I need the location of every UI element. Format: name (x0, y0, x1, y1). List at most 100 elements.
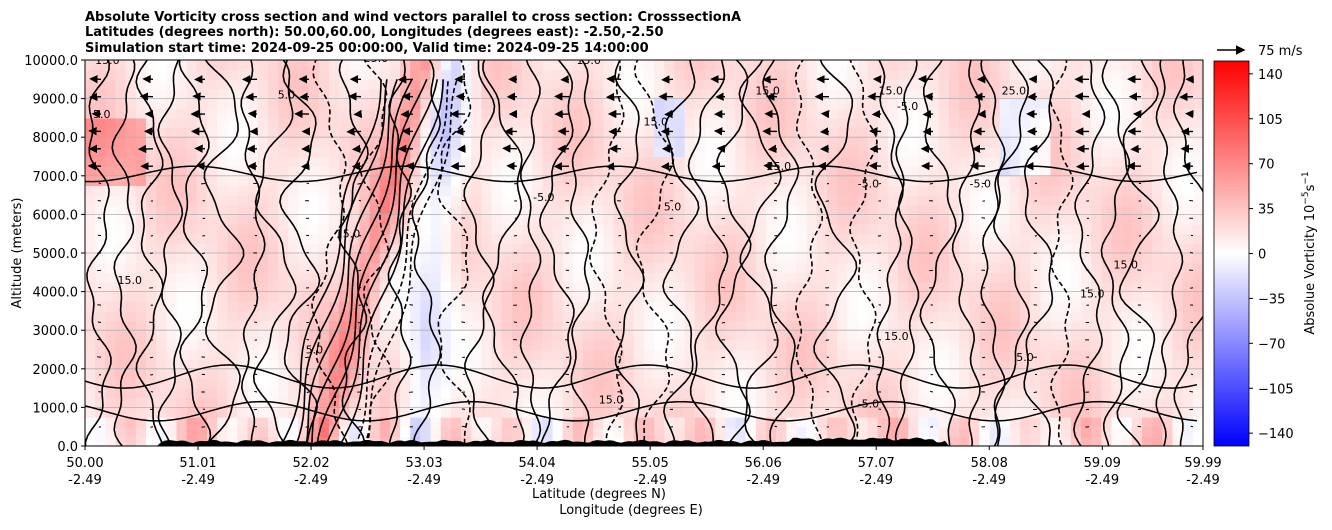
field-cell (278, 378, 289, 388)
field-cell (1051, 147, 1062, 157)
field-cell (197, 79, 208, 89)
field-cell (959, 369, 970, 379)
field-cell (105, 398, 116, 408)
field-cell (471, 89, 482, 99)
field-cell (735, 157, 746, 167)
field-cell (461, 214, 472, 224)
field-cell (796, 214, 807, 224)
field-cell (522, 214, 533, 224)
field-cell (309, 243, 320, 253)
field-cell (664, 407, 675, 417)
field-cell (979, 89, 990, 99)
field-cell (1040, 292, 1051, 302)
field-cell (918, 263, 929, 273)
field-cell (1091, 108, 1102, 118)
field-cell (95, 224, 106, 234)
field-cell (431, 272, 442, 282)
field-cell (227, 195, 238, 205)
field-cell (471, 128, 482, 138)
field-cell (868, 214, 879, 224)
field-cell (492, 311, 503, 321)
field-cell (1132, 79, 1143, 89)
field-cell (542, 359, 553, 369)
field-cell (1000, 292, 1011, 302)
field-cell (441, 214, 452, 224)
field-cell (1030, 89, 1041, 99)
field-cell (888, 234, 899, 244)
field-cell (187, 70, 198, 80)
field-cell (359, 417, 370, 427)
field-cell (268, 70, 279, 80)
field-cell (502, 350, 513, 360)
field-cell (542, 118, 553, 128)
field-cell (461, 398, 472, 408)
y-tick-label: 1000.0 (33, 401, 79, 416)
field-cell (278, 407, 289, 417)
field-cell (868, 89, 879, 99)
field-cell (146, 157, 157, 167)
field-cell (187, 301, 198, 311)
field-cell (319, 205, 330, 215)
wind-vector (90, 131, 101, 132)
field-cell (837, 60, 848, 70)
field-cell (207, 350, 218, 360)
field-cell (573, 292, 584, 302)
field-cell (1101, 195, 1112, 205)
field-cell (400, 398, 411, 408)
field-cell (227, 292, 238, 302)
field-cell (187, 359, 198, 369)
field-cell (990, 272, 1001, 282)
field-cell (918, 166, 929, 176)
field-cell (878, 118, 889, 128)
wind-vector (358, 374, 361, 375)
field-cell (756, 243, 767, 253)
field-cell (624, 340, 635, 350)
field-cell (1152, 427, 1163, 437)
field-cell (1071, 79, 1082, 89)
field-cell (115, 263, 126, 273)
wind-vector (607, 166, 621, 167)
field-cell (319, 234, 330, 244)
field-cell (176, 378, 187, 388)
field-cell (685, 137, 696, 147)
field-cell (908, 137, 919, 147)
field-cell (857, 224, 868, 234)
field-cell (735, 282, 746, 292)
field-cell (695, 272, 706, 282)
field-cell (522, 137, 533, 147)
field-cell (573, 427, 584, 437)
field-cell (1081, 407, 1092, 417)
field-cell (837, 99, 848, 109)
field-cell (827, 417, 838, 427)
field-cell (634, 330, 645, 340)
field-cell (197, 388, 208, 398)
field-cell (786, 224, 797, 234)
field-cell (796, 398, 807, 408)
field-cell (502, 407, 513, 417)
field-cell (786, 137, 797, 147)
field-cell (715, 99, 726, 109)
field-cell (959, 137, 970, 147)
field-cell (918, 234, 929, 244)
field-cell (573, 118, 584, 128)
field-cell (1000, 253, 1011, 263)
field-cell (593, 99, 604, 109)
field-cell (532, 350, 543, 360)
field-cell (105, 292, 116, 302)
wind-vector (307, 392, 309, 393)
field-cell (857, 427, 868, 437)
field-cell (624, 185, 635, 195)
field-cell (1061, 176, 1072, 186)
field-cell (705, 388, 716, 398)
field-cell (1122, 157, 1133, 167)
field-cell (1101, 330, 1112, 340)
field-cell (553, 214, 564, 224)
field-cell (115, 224, 126, 234)
field-cell (715, 118, 726, 128)
field-cell (441, 407, 452, 417)
field-cell (288, 185, 299, 195)
field-cell (146, 272, 157, 282)
field-cell (217, 99, 228, 109)
field-cell (1132, 118, 1143, 128)
field-cell (1020, 128, 1031, 138)
